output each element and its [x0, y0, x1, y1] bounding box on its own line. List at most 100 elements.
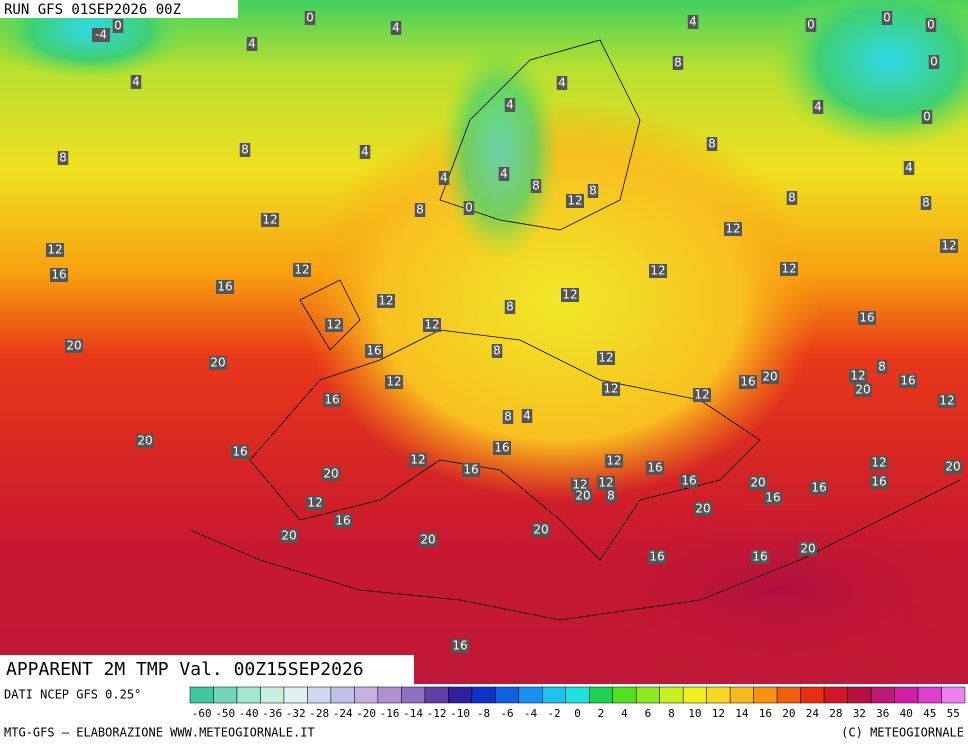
temp-label: 0	[306, 11, 314, 25]
scale-label: -60	[192, 707, 212, 720]
temp-label-box	[65, 339, 83, 353]
temp-label-box	[112, 19, 124, 33]
temp-label-box	[648, 550, 666, 564]
scale-swatch	[330, 686, 355, 704]
temp-label-box	[504, 300, 516, 314]
temp-label: 12	[326, 318, 341, 332]
temp-label: 12	[386, 375, 401, 389]
temp-label: 16	[871, 475, 886, 489]
scale-swatch	[377, 686, 402, 704]
temp-label: 16	[900, 374, 915, 388]
temp-label-box	[419, 533, 437, 547]
temp-label: 0	[807, 18, 815, 32]
temp-label: 4	[905, 161, 913, 175]
temp-label: 20	[945, 460, 960, 474]
temp-label-box	[498, 167, 510, 181]
scale-label: -12	[427, 707, 447, 720]
temp-label: -4	[95, 28, 107, 42]
temp-label-box	[812, 100, 824, 114]
scale-swatch	[800, 686, 825, 704]
temp-label: 12	[262, 213, 277, 227]
temp-label-box	[605, 489, 617, 503]
scale-swatch	[753, 686, 778, 704]
temp-label-box	[493, 441, 511, 455]
temp-label: 8	[922, 196, 930, 210]
temp-label: 16	[494, 441, 509, 455]
scale-swatch	[448, 686, 473, 704]
temp-label: 12	[941, 239, 956, 253]
temp-label-box	[209, 356, 227, 370]
temp-label-box	[323, 393, 341, 407]
scale-swatch	[776, 686, 801, 704]
title-box	[0, 655, 414, 684]
temp-label: 12	[567, 194, 582, 208]
temp-label-box	[261, 213, 279, 227]
temp-label-box	[870, 475, 888, 489]
temp-label-box	[786, 191, 798, 205]
temp-label: 12	[410, 453, 425, 467]
temp-label: 12	[650, 264, 665, 278]
temp-label: 12	[598, 351, 613, 365]
temp-label-box	[463, 201, 475, 215]
temp-label: 16	[452, 639, 467, 653]
temp-label: 16	[335, 514, 350, 528]
scale-label: 55	[947, 707, 960, 720]
temp-label-box	[130, 75, 142, 89]
temp-label-box	[574, 489, 592, 503]
temp-label-box	[50, 268, 68, 282]
temp-label-box	[390, 21, 402, 35]
hot-field	[560, 500, 968, 680]
temp-label-box	[849, 369, 867, 383]
temp-label-box	[749, 476, 767, 490]
temp-label-box	[805, 18, 817, 32]
temp-label-box	[530, 179, 542, 193]
temp-label-box	[385, 375, 403, 389]
temp-label-box	[751, 550, 769, 564]
scale-label: 12	[712, 707, 725, 720]
temp-label-box	[724, 222, 742, 236]
temp-label: 16	[463, 463, 478, 477]
temp-label: 8	[504, 410, 512, 424]
temp-label: 8	[493, 344, 501, 358]
temp-label-box	[597, 351, 615, 365]
map-title: APPARENT 2M TMP Val. 00Z15SEP2026	[6, 659, 364, 680]
temp-label-box	[365, 344, 383, 358]
scale-label: 14	[735, 707, 749, 720]
temp-label-box	[504, 98, 516, 112]
scale-swatch	[588, 686, 613, 704]
temp-label-box	[925, 18, 937, 32]
temp-label: 8	[788, 191, 796, 205]
temp-label-box	[377, 294, 395, 308]
temp-label: 8	[59, 151, 67, 165]
temp-label: 20	[210, 356, 225, 370]
temp-label: 16	[811, 481, 826, 495]
temp-label-box	[556, 76, 568, 90]
temp-label-box	[944, 460, 962, 474]
scale-swatch	[401, 686, 426, 704]
scale-label: 6	[645, 707, 652, 720]
scale-swatch	[471, 686, 496, 704]
temp-label: 16	[765, 491, 780, 505]
scale-label: -6	[500, 707, 513, 720]
temp-label: 20	[762, 370, 777, 384]
temp-label: 4	[132, 75, 140, 89]
scale-swatch	[635, 686, 660, 704]
temp-label-box	[646, 461, 664, 475]
scale-label: 4	[621, 707, 628, 720]
scale-label: 10	[688, 707, 701, 720]
temp-label: 20	[137, 434, 152, 448]
temp-label-box	[566, 194, 584, 208]
temp-label-box	[870, 456, 888, 470]
temp-label: 0	[930, 55, 938, 69]
scale-swatch	[682, 686, 707, 704]
temp-label: 12	[781, 262, 796, 276]
temp-label: 4	[248, 37, 256, 51]
scale-label: -10	[450, 707, 470, 720]
temp-label: 0	[114, 19, 122, 33]
scale-label: 20	[782, 707, 795, 720]
temp-label-box	[334, 514, 352, 528]
temp-label-box	[561, 288, 579, 302]
temp-label: 8	[416, 203, 424, 217]
temp-label-box	[858, 311, 876, 325]
scale-label: -20	[356, 707, 376, 720]
